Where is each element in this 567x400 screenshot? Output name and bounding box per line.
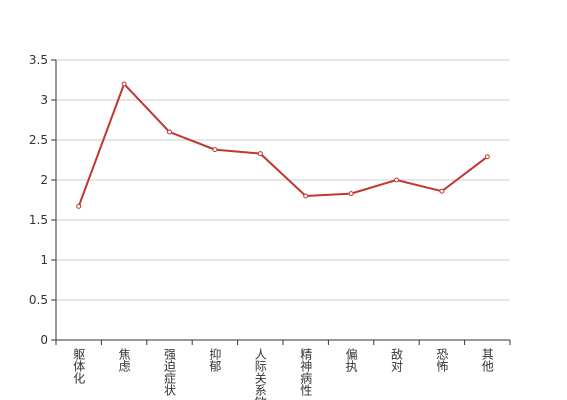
- point: [257, 151, 263, 157]
- point: [76, 203, 82, 209]
- point: [303, 193, 309, 199]
- point: [394, 177, 399, 183]
- y-tick-label: 1.5: [29, 213, 48, 227]
- x-tick-label: 抑郁: [208, 347, 222, 373]
- y-tick-label: 0.5: [29, 293, 48, 307]
- point: [167, 129, 172, 135]
- line: [77, 82, 488, 207]
- y-tick-label: 3.5: [29, 53, 48, 67]
- x-tick-label: 敌对: [390, 347, 404, 372]
- y-tick-label: 1: [40, 253, 48, 267]
- y-tick-label: 2: [40, 173, 48, 187]
- point: [121, 81, 127, 87]
- point: [484, 154, 490, 160]
- x-tick-label: 偏执: [344, 347, 358, 373]
- y-tick-label: 2.5: [29, 133, 48, 147]
- x-tick-label: 焦虑: [117, 348, 131, 372]
- x-tick-label: 其他: [480, 348, 494, 372]
- x-tick-label: 人际关系敏感: [253, 348, 267, 400]
- x-tick-label: 精神病性: [299, 348, 313, 397]
- x-tick-label: 躯体化: [72, 347, 86, 385]
- point: [348, 191, 354, 197]
- x-tick-label: 恐怖: [435, 348, 449, 372]
- y-tick-label: 0: [40, 333, 48, 347]
- point: [212, 147, 218, 153]
- y-tick-label: 3: [40, 93, 48, 107]
- point: [439, 188, 445, 194]
- x-tick-label: 强迫症状: [163, 348, 177, 396]
